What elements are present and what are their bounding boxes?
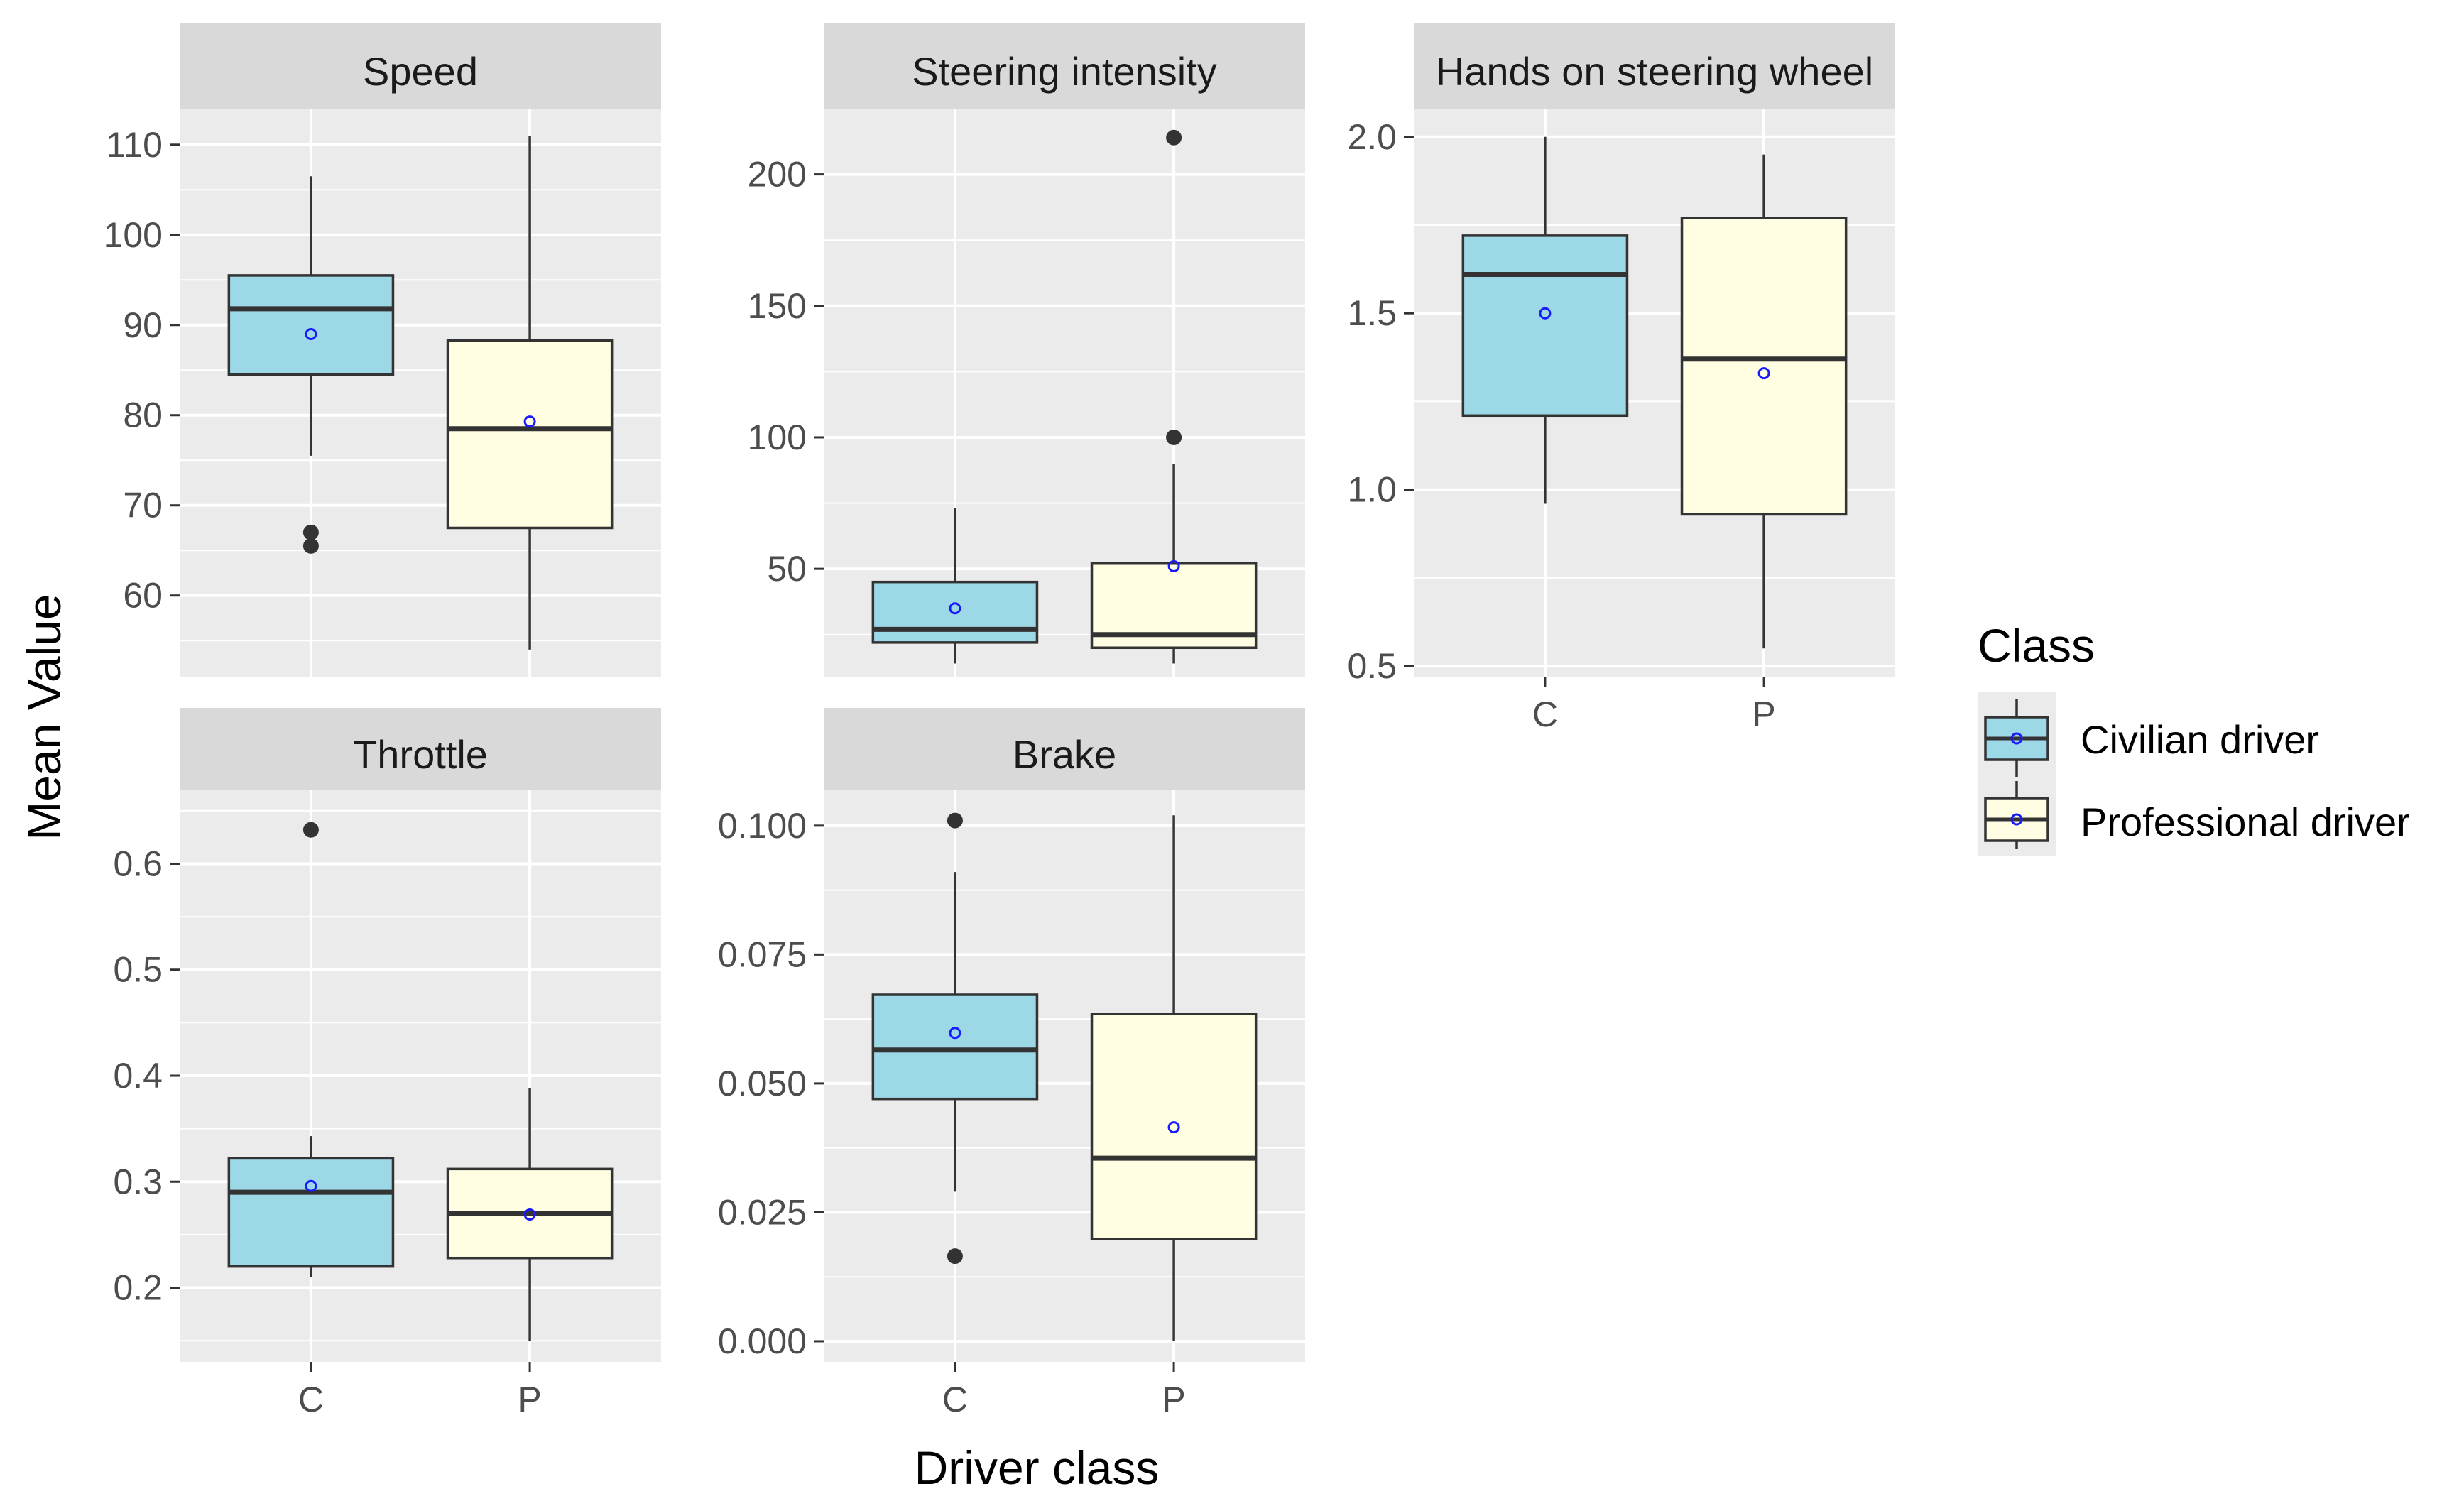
legend-label-professional: Professional driver <box>2081 800 2410 844</box>
y-tick-label-speed: 80 <box>123 395 163 435</box>
strip-throttle <box>180 708 661 790</box>
y-tick-label-throttle: 0.3 <box>113 1162 163 1201</box>
panel-speed: Speed <box>180 23 661 677</box>
strip-title-throttle: Throttle <box>353 732 488 777</box>
x-tick-label-throttle: P <box>518 1380 541 1419</box>
mean-marker-p <box>1167 560 1180 572</box>
mean-marker-p <box>523 415 536 428</box>
y-tick-label-speed: 110 <box>106 125 163 165</box>
panel-throttle: Throttle <box>180 708 661 1362</box>
strip-hands-on-wheel <box>1414 23 1895 109</box>
y-tick-label-speed: 60 <box>123 576 163 616</box>
plot-content-hands-on-wheel <box>1414 109 1895 677</box>
plot-content-steering-intensity <box>824 109 1305 677</box>
x-axis-title: Driver class <box>915 1441 1160 1494</box>
y-tick-label-brake: 0.050 <box>718 1064 807 1103</box>
strip-speed <box>180 23 661 109</box>
outlier-point-c <box>302 524 319 540</box>
panel-steering-intensity: Steering intensity <box>824 23 1305 677</box>
legend-key-professional <box>1984 781 2049 849</box>
y-tick-label-speed: 90 <box>123 305 163 345</box>
y-tick-label-steering-intensity: 150 <box>748 286 807 326</box>
strip-title-steering-intensity: Steering intensity <box>912 49 1217 94</box>
strip-title-brake: Brake <box>1013 732 1116 777</box>
outlier-point-p <box>1166 429 1182 445</box>
legend-label-civilian: Civilian driver <box>2081 717 2319 762</box>
plot-content-brake <box>824 790 1305 1362</box>
box-p <box>1090 1013 1258 1240</box>
y-tick-label-hands-on-steering-wheel: 1.5 <box>1347 293 1397 333</box>
x-tick-label-brake: C <box>942 1380 968 1419</box>
strip-title-hands-on-wheel: Hands on steering wheel <box>1436 49 1873 94</box>
mean-marker-c <box>949 602 961 615</box>
mean-marker-p <box>1167 1121 1180 1134</box>
y-tick-label-throttle: 0.2 <box>113 1268 163 1308</box>
y-tick-label-brake: 0.100 <box>718 806 807 846</box>
y-axis-title: Mean Value <box>18 594 70 840</box>
y-tick-label-hands-on-steering-wheel: 2.0 <box>1347 117 1397 157</box>
y-tick-label-hands-on-steering-wheel: 0.5 <box>1347 646 1397 686</box>
y-tick-label-brake: 0.075 <box>718 934 807 974</box>
box-p <box>1680 217 1848 516</box>
y-tick-label-steering-intensity: 50 <box>767 549 807 589</box>
y-tick-label-steering-intensity: 100 <box>748 418 807 457</box>
y-tick-label-brake: 0.025 <box>718 1192 807 1232</box>
strip-steering-intensity <box>824 23 1305 109</box>
strip-title-speed: Speed <box>363 49 478 94</box>
outlier-point-c <box>302 822 319 838</box>
plot-content-speed <box>180 109 661 677</box>
strip-brake <box>824 708 1305 790</box>
box-p <box>446 339 614 530</box>
y-tick-label-speed: 100 <box>104 215 163 255</box>
y-tick-label-speed: 70 <box>123 486 163 525</box>
legend-mean-civilian <box>2010 732 2023 745</box>
legend-mean-professional <box>2010 813 2023 826</box>
mean-marker-c <box>305 327 317 340</box>
y-tick-label-throttle: 0.4 <box>113 1056 163 1096</box>
y-tick-label-steering-intensity: 200 <box>748 155 807 195</box>
y-tick-label-throttle: 0.6 <box>113 844 163 883</box>
box-c <box>871 993 1039 1101</box>
mean-marker-c <box>1539 307 1552 320</box>
mean-marker-c <box>949 1027 961 1040</box>
panel-brake: Brake <box>824 708 1305 1362</box>
y-tick-label-brake: 0.000 <box>718 1321 807 1361</box>
outlier-point-c <box>947 812 963 829</box>
outlier-point-c <box>302 538 319 554</box>
mean-marker-p <box>523 1208 536 1221</box>
x-tick-label-brake: P <box>1162 1380 1185 1419</box>
legend-key-civilian <box>1984 699 2049 777</box>
x-tick-label-hands-on-steering-wheel: C <box>1532 694 1558 734</box>
plot-content-throttle <box>180 790 661 1362</box>
outlier-point-p <box>1166 129 1182 146</box>
legend-title: Class <box>1978 619 2095 672</box>
box-c <box>1461 234 1629 418</box>
box-c <box>227 1157 395 1268</box>
mean-marker-p <box>1757 367 1770 380</box>
legend: Class Civilian driver Professional drive… <box>1978 619 2410 856</box>
mean-marker-c <box>305 1179 317 1192</box>
box-c <box>227 274 395 376</box>
y-tick-label-hands-on-steering-wheel: 1.0 <box>1347 470 1397 510</box>
panel-hands-on-wheel: Hands on steering wheel <box>1414 23 1895 677</box>
y-tick-label-throttle: 0.5 <box>113 950 163 990</box>
x-tick-label-throttle: C <box>298 1380 324 1419</box>
x-tick-label-hands-on-steering-wheel: P <box>1752 694 1775 734</box>
outlier-point-c <box>947 1248 963 1265</box>
